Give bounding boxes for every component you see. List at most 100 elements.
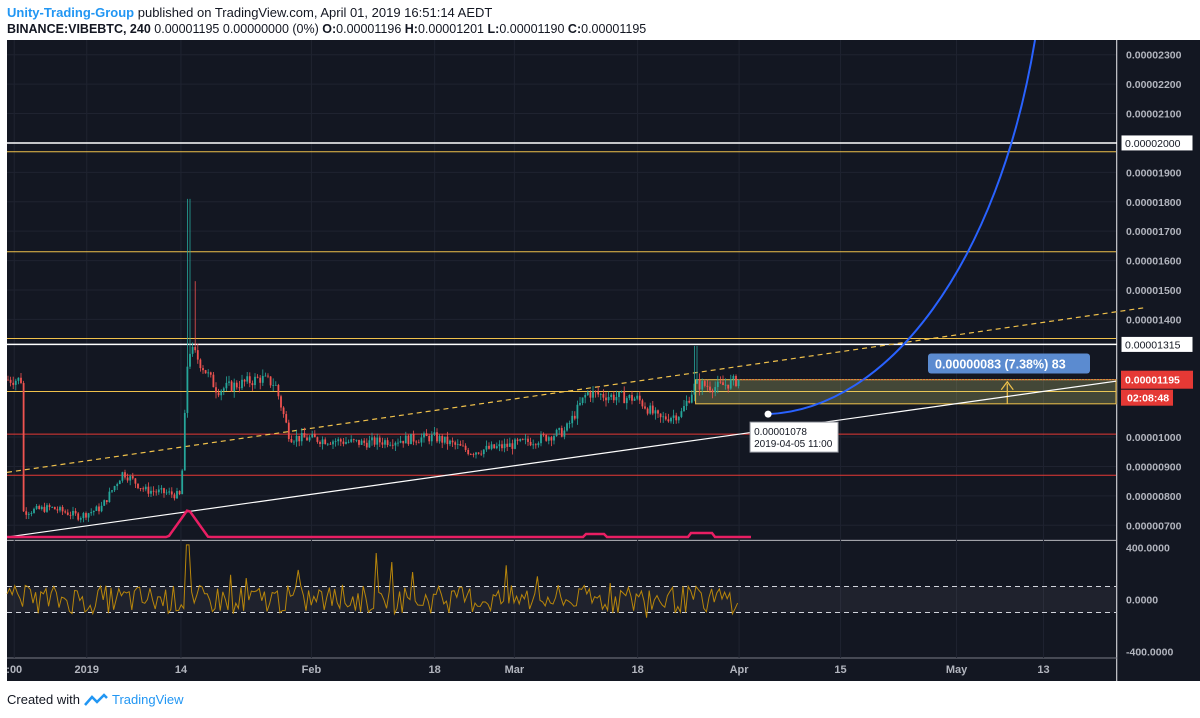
- candle-body: [303, 432, 306, 438]
- candle-body: [235, 382, 238, 388]
- candle-body: [22, 382, 25, 512]
- author-link[interactable]: Unity-Trading-Group: [7, 5, 135, 20]
- candle-body: [90, 512, 93, 514]
- candle-body: [547, 437, 550, 441]
- close-value: 0.00001195: [581, 22, 647, 36]
- candle-body: [646, 408, 649, 414]
- candle-body: [443, 436, 446, 443]
- candle-body: [709, 386, 711, 391]
- candle-body: [573, 415, 576, 419]
- candles: [7, 198, 740, 523]
- candle-body: [155, 491, 158, 493]
- candle-body: [215, 387, 217, 393]
- candle-body: [233, 382, 236, 392]
- candle-body: [103, 500, 106, 506]
- candle-body: [126, 477, 129, 481]
- candle-body: [360, 440, 363, 445]
- candle-body: [456, 443, 459, 445]
- x-tick-label: Apr: [730, 664, 750, 676]
- candle-body: [368, 440, 371, 448]
- candle-body: [488, 445, 490, 449]
- candle-body: [98, 506, 100, 512]
- candle-body: [675, 415, 678, 421]
- candle-body: [178, 491, 181, 495]
- candle-body: [254, 376, 256, 386]
- candle-body: [274, 384, 277, 386]
- candle-body: [95, 506, 98, 511]
- parabolic-curve: [768, 40, 1036, 416]
- candle-body: [113, 486, 116, 491]
- candle-body: [272, 385, 275, 386]
- candle-body: [72, 510, 74, 516]
- candle-body: [134, 478, 137, 484]
- candle-body: [662, 416, 665, 418]
- candle-body: [498, 444, 501, 447]
- candle-body: [350, 439, 353, 442]
- candle-body: [168, 491, 171, 493]
- candle-body: [371, 437, 373, 441]
- candle-body: [607, 397, 610, 401]
- y-tick-label: 0.00000900: [1126, 461, 1182, 473]
- candle-body: [290, 439, 293, 443]
- candle-body: [623, 391, 626, 404]
- candle-body: [25, 511, 28, 515]
- candle-body: [602, 394, 605, 398]
- candle-body: [441, 436, 444, 443]
- x-tick-label: 18: [429, 664, 441, 676]
- x-tick-label: Feb: [302, 664, 322, 676]
- candle-body: [129, 476, 132, 481]
- candle-body: [225, 382, 228, 389]
- candle-body: [131, 476, 134, 479]
- last-value: 0.00001195: [154, 22, 220, 36]
- candle-body: [230, 381, 233, 392]
- y-tick-label: 0.00000800: [1126, 491, 1182, 503]
- candle-body: [729, 379, 732, 389]
- candle-body: [321, 439, 324, 445]
- candle-body: [306, 437, 308, 441]
- candle-body: [345, 442, 347, 444]
- y-tick-label: 0.00001400: [1126, 314, 1182, 326]
- candle-body: [27, 513, 30, 515]
- candle-body: [599, 394, 602, 395]
- candle-body: [482, 449, 485, 455]
- candle-body: [189, 353, 191, 367]
- high-value: 0.00001201: [417, 22, 485, 36]
- candle-body: [397, 442, 399, 444]
- candle-body: [108, 491, 111, 503]
- candle-body: [716, 381, 719, 388]
- candle-body: [545, 435, 548, 441]
- candle-body: [664, 416, 667, 420]
- candle-body: [217, 392, 220, 396]
- price-chart[interactable]: 0.00002300 0.00002200 0.00002100 0.00001900…: [0, 40, 1200, 685]
- candle-body: [417, 442, 420, 444]
- x-tick-label: May: [946, 664, 968, 676]
- candle-body: [79, 518, 82, 520]
- candle-body: [40, 506, 43, 509]
- candle-body: [165, 492, 168, 494]
- candle-body: [558, 428, 561, 430]
- candle-body: [521, 439, 524, 440]
- candle-body: [436, 432, 438, 442]
- candle-body: [365, 442, 368, 448]
- y-tick-label: 0.00001000: [1126, 432, 1182, 444]
- candle-body: [685, 400, 688, 407]
- publish-info: published on TradingView.com, April 01, …: [137, 5, 493, 20]
- candle-body: [428, 436, 431, 442]
- candle-body: [181, 470, 184, 495]
- dashed-trendline: [6, 307, 1146, 473]
- candle-body: [415, 441, 418, 443]
- candle-body: [381, 442, 384, 445]
- symbol-label: BINANCE:VIBEBTC, 240: [7, 22, 151, 36]
- tradingview-brand[interactable]: TradingView: [111, 692, 184, 707]
- candle-body: [420, 437, 423, 443]
- candle-body: [38, 505, 41, 509]
- candle-body: [657, 410, 659, 414]
- candle-body: [581, 397, 584, 404]
- candle-body: [696, 379, 698, 384]
- candle-body: [191, 346, 194, 354]
- candle-body: [540, 434, 542, 444]
- candle-body: [464, 445, 467, 450]
- candle-body: [173, 494, 176, 499]
- candle-body: [285, 414, 288, 423]
- candle-body: [586, 392, 589, 395]
